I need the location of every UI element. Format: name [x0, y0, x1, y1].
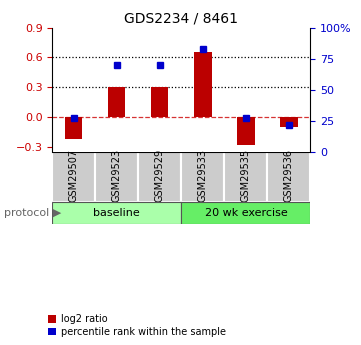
Bar	[181, 152, 225, 201]
Bar	[138, 152, 181, 201]
Bar	[52, 201, 182, 224]
Text: protocol ▶: protocol ▶	[4, 208, 61, 218]
Text: GSM29529: GSM29529	[155, 149, 165, 203]
Bar	[108, 87, 126, 117]
Bar	[237, 117, 255, 145]
Bar	[95, 152, 138, 201]
Bar	[268, 152, 310, 201]
Text: 20 wk exercise: 20 wk exercise	[205, 208, 287, 218]
Text: GSM29536: GSM29536	[284, 149, 294, 202]
Text: GSM29507: GSM29507	[69, 149, 79, 203]
Text: GSM29523: GSM29523	[112, 149, 122, 203]
Bar	[65, 117, 82, 139]
Title: GDS2234 / 8461: GDS2234 / 8461	[125, 11, 238, 25]
Bar	[194, 52, 212, 117]
Text: GSM29535: GSM29535	[241, 149, 251, 203]
Bar	[181, 201, 310, 224]
Bar	[225, 152, 268, 201]
Bar	[280, 117, 297, 127]
Bar	[151, 87, 169, 117]
Legend: log2 ratio, percentile rank within the sample: log2 ratio, percentile rank within the s…	[48, 314, 226, 337]
Text: baseline: baseline	[93, 208, 140, 218]
Bar	[52, 152, 95, 201]
Text: GSM29533: GSM29533	[198, 149, 208, 202]
